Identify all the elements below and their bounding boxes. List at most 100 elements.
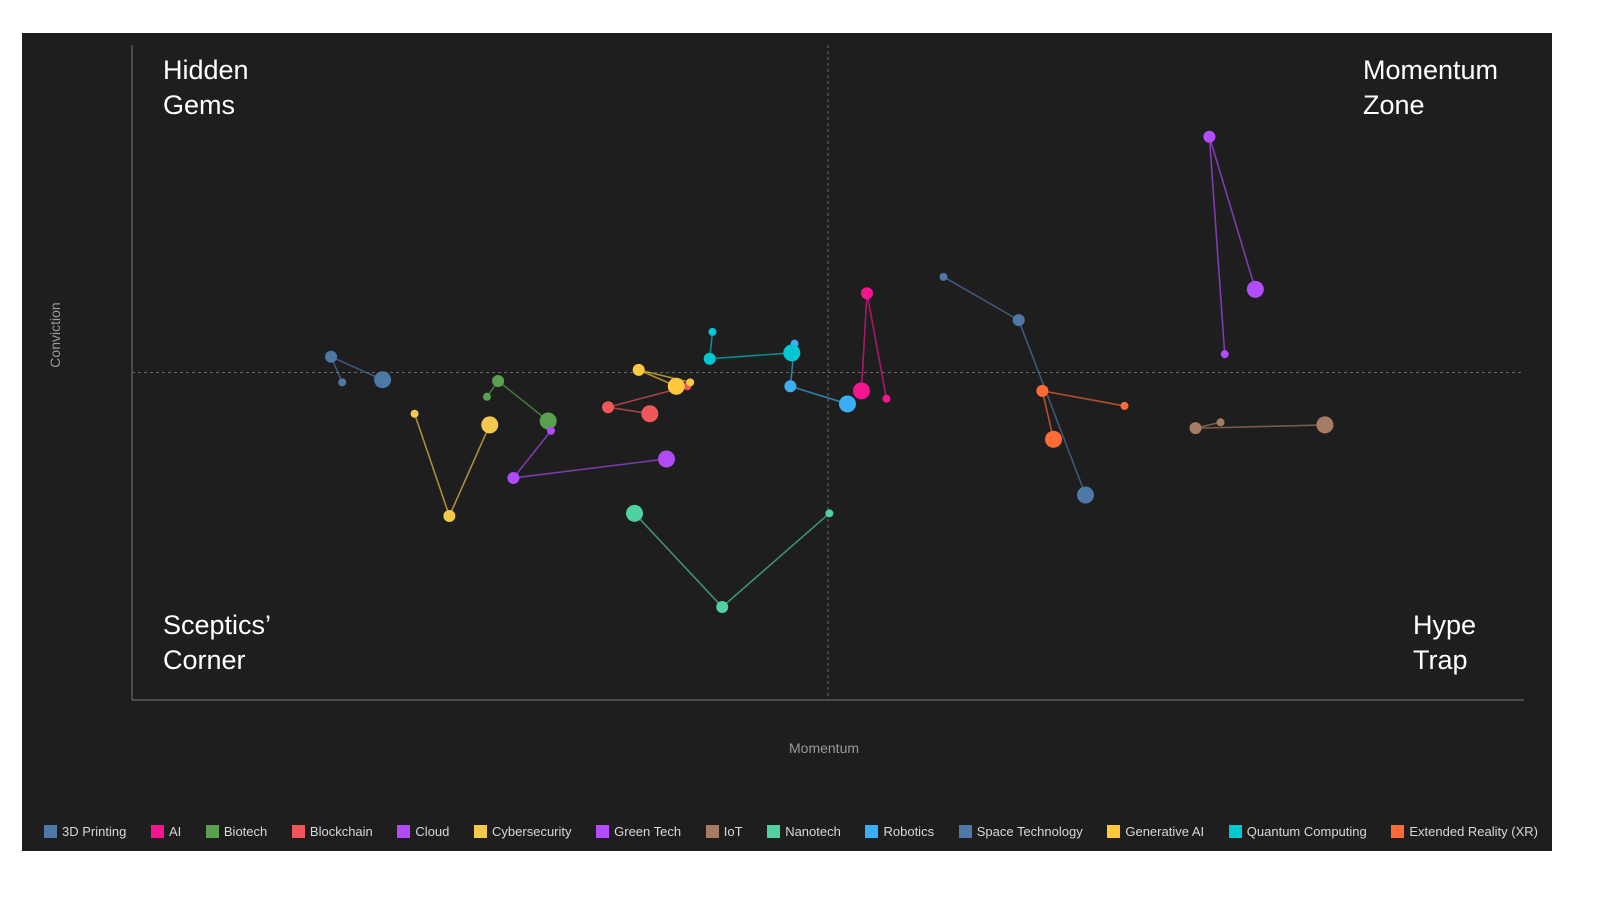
trajectory-line-green-tech: [1208, 136, 1257, 355]
data-point-cybersecurity-2: [443, 509, 456, 522]
y-axis-label: Conviction: [47, 302, 63, 368]
legend-swatch: [1228, 825, 1242, 838]
data-point-green-tech-2: [1203, 130, 1216, 143]
legend-label: Nanotech: [785, 824, 841, 839]
data-point-quantum-computing-1: [708, 327, 717, 336]
legend-item-robotics[interactable]: Robotics: [865, 824, 934, 839]
data-point-green-tech-3: [1246, 280, 1264, 298]
quadrant-label-bottom-left: Sceptics’ Corner: [163, 610, 272, 675]
legend-label: Space Technology: [976, 824, 1083, 839]
legend-swatch: [1107, 825, 1121, 838]
data-point-quantum-computing-2: [703, 352, 716, 365]
data-point-iot-3: [1316, 416, 1334, 434]
data-point-ai-2: [860, 287, 873, 300]
legend-swatch: [1391, 825, 1405, 838]
legend-item-iot[interactable]: IoT: [705, 824, 743, 839]
legend-label: Quantum Computing: [1246, 824, 1367, 839]
legend-label: Green Tech: [614, 824, 682, 839]
data-point-generative-ai-2: [632, 363, 645, 376]
trajectory-line-biotech: [486, 379, 549, 422]
legend-item-cloud[interactable]: Cloud: [397, 824, 449, 839]
legend-item-nanotech[interactable]: Nanotech: [767, 824, 841, 839]
data-point-green-tech-1: [1220, 350, 1229, 359]
data-point-robotics-3: [838, 395, 856, 413]
data-point-space-technology-2: [1012, 314, 1025, 327]
quadrant-label-top-left: Hidden Gems: [163, 55, 249, 120]
data-point-ai-3: [852, 382, 870, 400]
data-point-biotech-2: [492, 375, 505, 388]
data-point-3d-printing-1: [338, 378, 347, 387]
legend-item-3d-printing[interactable]: 3D Printing: [44, 824, 126, 839]
data-point-generative-ai-3: [667, 377, 685, 395]
data-point-cybersecurity-3: [481, 416, 499, 434]
legend-item-blockchain[interactable]: Blockchain: [291, 824, 373, 839]
trajectory-line-iot: [1195, 421, 1325, 429]
data-point-3d-printing-3: [374, 371, 392, 389]
legend-item-biotech[interactable]: Biotech: [205, 824, 268, 839]
data-point-quantum-computing-3: [783, 344, 801, 362]
legend-item-extended-reality-xr[interactable]: Extended Reality (XR): [1391, 824, 1538, 839]
data-point-robotics-2: [784, 380, 797, 393]
legend-label: Generative AI: [1125, 824, 1205, 839]
legend-label: Blockchain: [309, 824, 373, 839]
data-point-cloud-2: [507, 471, 520, 484]
trajectory-line-nanotech: [633, 512, 830, 609]
legend-item-quantum-computing[interactable]: Quantum Computing: [1228, 824, 1367, 839]
chart-panel: Hidden Gems Momentum Zone Sceptics’ Corn…: [22, 33, 1552, 851]
trajectory-line-ai: [860, 293, 888, 399]
trajectory-line-cybersecurity: [413, 413, 491, 519]
data-point-generative-ai-1: [686, 378, 695, 387]
legend-swatch: [205, 825, 219, 838]
trajectory-line-space-technology: [943, 276, 1087, 496]
legend-label: Robotics: [883, 824, 935, 839]
data-point-cloud-3: [658, 450, 676, 468]
legend-item-green-tech[interactable]: Green Tech: [596, 824, 681, 839]
legend-swatch: [474, 825, 488, 838]
data-point-extended-reality-xr-1: [1120, 401, 1129, 410]
data-point-iot-1: [1216, 418, 1225, 427]
legend-swatch: [291, 825, 305, 838]
legend-item-space-technology[interactable]: Space Technology: [958, 824, 1083, 839]
data-point-cloud-1: [546, 426, 555, 435]
legend-swatch: [596, 825, 610, 838]
legend-swatch: [958, 825, 972, 838]
data-point-cybersecurity-1: [410, 409, 419, 418]
legend-label: Cloud: [415, 824, 450, 839]
legend-label: Biotech: [223, 824, 268, 839]
legend: 3D Printing AI Biotech Blockchain Cloud Cyber…: [44, 824, 1538, 839]
data-point-iot-2: [1189, 422, 1202, 435]
data-point-nanotech-1: [825, 509, 834, 518]
trajectory-line-cloud: [511, 430, 667, 479]
legend-label: Cybersecurity: [492, 824, 572, 839]
data-point-biotech-3: [539, 412, 557, 430]
legend-label: 3D Printing: [62, 824, 127, 839]
legend-swatch: [150, 825, 164, 838]
data-point-nanotech-3: [626, 504, 644, 522]
legend-label: AI: [168, 824, 182, 839]
trajectory-line-quantum-computing: [708, 331, 792, 360]
legend-label: Extended Reality (XR): [1409, 824, 1538, 839]
quadrant-label-top-right: Momentum Zone: [1363, 55, 1499, 120]
legend-item-ai[interactable]: AI: [150, 824, 182, 839]
data-point-space-technology-3: [1077, 486, 1095, 504]
quadrant-label-bottom-right: Hype Trap: [1413, 610, 1477, 675]
data-point-ai-1: [882, 394, 891, 403]
legend-swatch: [767, 825, 781, 838]
chart-plot: [131, 45, 1524, 701]
legend-item-generative-ai[interactable]: Generative AI: [1107, 824, 1204, 839]
data-point-blockchain-2: [602, 401, 615, 414]
data-point-nanotech-2: [716, 600, 729, 613]
data-point-biotech-1: [482, 392, 491, 401]
legend-swatch: [397, 825, 411, 838]
x-axis-label: Momentum: [789, 740, 860, 756]
data-point-space-technology-1: [939, 272, 948, 281]
legend-item-cybersecurity[interactable]: Cybersecurity: [474, 824, 572, 839]
data-point-blockchain-3: [641, 405, 659, 423]
data-point-3d-printing-2: [325, 350, 338, 363]
data-point-extended-reality-xr-3: [1045, 430, 1063, 448]
data-point-extended-reality-xr-2: [1036, 384, 1049, 397]
legend-swatch: [705, 825, 719, 838]
legend-swatch: [865, 825, 879, 838]
legend-label: IoT: [723, 824, 743, 839]
legend-swatch: [44, 825, 57, 838]
